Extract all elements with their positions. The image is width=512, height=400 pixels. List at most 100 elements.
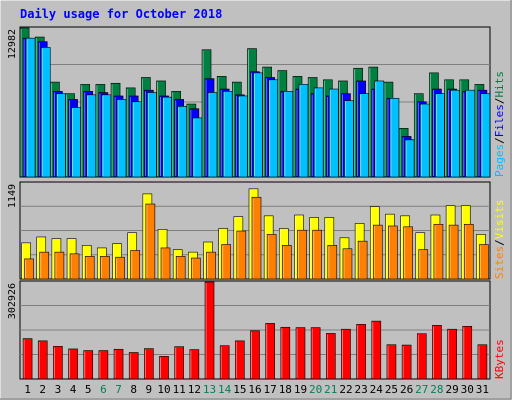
y-max-label: 1149 bbox=[7, 184, 18, 208]
label-separator: / bbox=[493, 239, 506, 246]
bar-sites-day-7 bbox=[115, 256, 125, 280]
bar-sites-day-13 bbox=[206, 251, 216, 280]
x-tick-label: 6 bbox=[100, 383, 107, 396]
series-label-sites: Sites bbox=[493, 246, 506, 279]
x-tick-label: 1 bbox=[24, 383, 31, 396]
x-tick-label: 2 bbox=[39, 383, 46, 396]
x-tick-label: 24 bbox=[370, 383, 384, 396]
x-tick-label: 25 bbox=[385, 383, 398, 396]
bar-kbytes-day-19 bbox=[295, 327, 306, 380]
side-axis-label: Pages/Files/Hits bbox=[493, 71, 506, 177]
side-axis-label: KBytes bbox=[493, 339, 506, 379]
bar-kbytes-day-26 bbox=[401, 344, 412, 380]
bar-sites-day-6 bbox=[100, 256, 110, 280]
bar-sites-day-1 bbox=[24, 258, 34, 280]
bar-kbytes-day-7 bbox=[113, 348, 124, 380]
bar-pages-day-31 bbox=[480, 93, 491, 178]
panel-visits-sites: 1149 bbox=[7, 181, 491, 280]
x-tick-label: 18 bbox=[279, 383, 292, 396]
bar-sites-day-2 bbox=[39, 251, 50, 280]
bar-kbytes-day-18 bbox=[280, 326, 291, 380]
x-tick-label: 26 bbox=[400, 383, 413, 396]
bar-kbytes-day-31 bbox=[477, 344, 488, 380]
bar-kbytes-day-8 bbox=[128, 352, 139, 380]
bar-kbytes-day-29 bbox=[447, 328, 457, 380]
bar-sites-day-28 bbox=[433, 223, 444, 280]
bar-sites-day-21 bbox=[327, 245, 338, 280]
bar-kbytes-day-10 bbox=[159, 356, 169, 380]
bar-sites-day-25 bbox=[388, 225, 398, 280]
x-tick-label: 15 bbox=[233, 383, 246, 396]
bar-sites-day-30 bbox=[463, 223, 474, 280]
panel-kbytes: 302926 bbox=[7, 280, 491, 380]
x-tick-label: 16 bbox=[248, 383, 261, 396]
side-axis-label: Sites/Visits bbox=[493, 200, 506, 280]
bar-sites-day-27 bbox=[418, 249, 429, 280]
bar-sites-day-5 bbox=[84, 256, 95, 280]
y-max-label: 12982 bbox=[7, 29, 18, 59]
bar-kbytes-day-1 bbox=[22, 338, 33, 380]
series-label-kbytes: KBytes bbox=[493, 339, 506, 379]
bar-sites-day-17 bbox=[266, 234, 277, 280]
x-tick-label: 12 bbox=[188, 383, 201, 396]
x-tick-label: 22 bbox=[339, 383, 352, 396]
x-tick-label: 11 bbox=[173, 383, 186, 396]
bar-kbytes-day-16 bbox=[250, 330, 260, 380]
bar-kbytes-day-4 bbox=[68, 348, 78, 380]
bar-sites-day-26 bbox=[403, 226, 413, 280]
x-tick-label: 13 bbox=[203, 383, 216, 396]
bar-kbytes-day-17 bbox=[265, 323, 275, 380]
bar-kbytes-day-6 bbox=[98, 350, 109, 380]
bar-kbytes-day-5 bbox=[83, 350, 94, 380]
bar-sites-day-18 bbox=[282, 245, 292, 280]
bar-kbytes-day-24 bbox=[371, 320, 382, 380]
bar-sites-day-11 bbox=[175, 256, 186, 280]
x-tick-label: 4 bbox=[70, 383, 77, 396]
bar-kbytes-day-23 bbox=[356, 324, 366, 380]
x-tick-label: 19 bbox=[294, 383, 307, 396]
bar-kbytes-day-9 bbox=[144, 348, 154, 380]
bar-kbytes-day-3 bbox=[53, 346, 63, 380]
x-tick-label: 20 bbox=[309, 383, 322, 396]
x-tick-label: 7 bbox=[115, 383, 122, 396]
bar-sites-day-15 bbox=[236, 230, 247, 280]
bar-kbytes-day-2 bbox=[37, 340, 48, 380]
y-max-label: 302926 bbox=[7, 283, 18, 319]
series-label-hits: Hits bbox=[493, 71, 506, 98]
x-tick-label: 3 bbox=[55, 383, 62, 396]
x-tick-label: 14 bbox=[218, 383, 232, 396]
bar-sites-day-3 bbox=[54, 251, 65, 280]
x-tick-label: 8 bbox=[130, 383, 137, 396]
series-label-visits: Visits bbox=[493, 200, 506, 240]
x-tick-label: 27 bbox=[415, 383, 428, 396]
bar-sites-day-10 bbox=[160, 247, 171, 280]
bar-sites-day-22 bbox=[342, 248, 353, 280]
bar-kbytes-day-27 bbox=[416, 333, 427, 380]
bar-sites-day-29 bbox=[448, 224, 459, 280]
x-tick-label: 23 bbox=[355, 383, 368, 396]
x-tick-label: 10 bbox=[157, 383, 170, 396]
bar-sites-day-12 bbox=[191, 257, 201, 280]
bar-kbytes-day-11 bbox=[174, 346, 184, 380]
bar-sites-day-31 bbox=[479, 244, 489, 280]
series-label-files: Files bbox=[493, 104, 506, 137]
bar-kbytes-day-25 bbox=[386, 344, 397, 380]
x-tick-label: 30 bbox=[461, 383, 474, 396]
bar-sites-day-8 bbox=[130, 250, 141, 280]
x-tick-label: 29 bbox=[445, 383, 458, 396]
bar-kbytes-day-13 bbox=[204, 281, 215, 380]
bar-sites-day-24 bbox=[372, 224, 383, 280]
x-tick-label: 5 bbox=[85, 383, 92, 396]
bar-kbytes-day-20 bbox=[310, 327, 321, 380]
bar-sites-day-9 bbox=[145, 203, 156, 280]
bar-kbytes-day-14 bbox=[219, 345, 230, 380]
bar-sites-day-4 bbox=[69, 253, 80, 280]
bar-kbytes-day-15 bbox=[235, 340, 245, 380]
x-tick-label: 9 bbox=[146, 383, 153, 396]
bar-kbytes-day-22 bbox=[341, 328, 351, 380]
x-tick-label: 17 bbox=[264, 383, 277, 396]
x-tick-label: 31 bbox=[476, 383, 489, 396]
series-label-pages: Pages bbox=[493, 144, 506, 177]
